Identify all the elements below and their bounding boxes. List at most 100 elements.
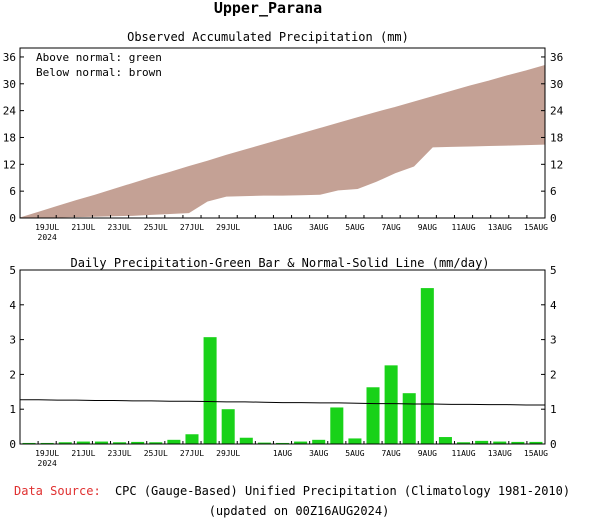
- daily-bar: [58, 442, 72, 444]
- daily-bar: [185, 434, 199, 444]
- daily-bar: [511, 441, 525, 444]
- accumulated-year-label: 2024: [38, 233, 57, 242]
- daily-ytick-label-right: 4: [550, 299, 557, 312]
- daily-xtick-label: 19JUL: [35, 449, 59, 458]
- normal-daily-line: [20, 399, 545, 406]
- daily-xtick-label: 23JUL: [108, 449, 132, 458]
- daily-ytick-label-right: 3: [550, 334, 557, 347]
- accumulated-plot-area: 0 0 6 6 12 12 18 18 24 24 30 30 36 36 19JUL 21JUL 23JUL 2…: [3, 47, 564, 242]
- daily-bar: [420, 288, 434, 444]
- accumulated-ytick-label-right: 30: [550, 78, 563, 91]
- accumulated-ytick-label-left: 30: [3, 78, 16, 91]
- daily-bar: [167, 439, 181, 444]
- accumulated-ytick-label-left: 24: [3, 105, 17, 118]
- daily-bar: [475, 440, 489, 444]
- daily-ytick-label-left: 3: [9, 334, 16, 347]
- accumulated-xtick-label: 13AUG: [488, 223, 512, 232]
- daily-bar: [438, 437, 452, 444]
- daily-xtick-label: 15AUG: [524, 449, 548, 458]
- daily-ytick-label-right: 5: [550, 264, 557, 277]
- daily-xtick-label: 9AUG: [418, 449, 437, 458]
- daily-bar: [239, 437, 253, 444]
- daily-plot-area: 0 0 1 1 2 2 3 3 4 4 5 5 19JUL 21JUL 23JUL 25JUL 27JUL 29J…: [9, 264, 557, 468]
- daily-bar: [493, 441, 507, 444]
- accumulated-ytick-label-left: 36: [3, 51, 16, 64]
- accumulated-xtick-label: 7AUG: [381, 223, 400, 232]
- accumulated-xtick-label: 15AUG: [524, 223, 548, 232]
- daily-bar: [22, 442, 36, 444]
- daily-year-label: 2024: [38, 459, 57, 468]
- daily-bar: [221, 409, 235, 444]
- daily-bar: [348, 438, 362, 444]
- accumulated-ytick-label-left: 0: [9, 212, 16, 225]
- daily-bar: [94, 441, 108, 444]
- daily-ytick-label-left: 1: [9, 403, 16, 416]
- accumulated-ytick-label-right: 36: [550, 51, 563, 64]
- accumulated-xtick-label: 21JUL: [71, 223, 95, 232]
- accumulated-xtick-label: 23JUL: [108, 223, 132, 232]
- daily-xtick-label: 27JUL: [180, 449, 204, 458]
- accumulated-xtick-label: 25JUL: [144, 223, 168, 232]
- daily-bar: [40, 442, 54, 444]
- accumulated-xtick-label: 9AUG: [418, 223, 437, 232]
- daily-xtick-label: 13AUG: [488, 449, 512, 458]
- daily-xtick-label: 3AUG: [309, 449, 328, 458]
- accumulated-xtick-label: 11AUG: [451, 223, 475, 232]
- accumulated-ytick-label-left: 12: [3, 158, 16, 171]
- accumulated-xtick-label: 29JUL: [216, 223, 240, 232]
- daily-bar: [384, 365, 398, 444]
- daily-ytick-label-left: 2: [9, 368, 16, 381]
- accumulated-ytick-label-left: 6: [9, 185, 16, 198]
- daily-ytick-label-right: 2: [550, 368, 557, 381]
- observed-line: [19, 143, 546, 219]
- daily-bar: [330, 407, 344, 444]
- daily-xtick-label: 11AUG: [451, 449, 475, 458]
- daily-ytick-label-right: 0: [550, 438, 557, 451]
- daily-chart-title: Daily Precipitation-Green Bar & Normal-S…: [70, 256, 489, 270]
- daily-ytick-label-left: 5: [9, 264, 16, 277]
- accumulated-xtick-label: 3AUG: [309, 223, 328, 232]
- daily-bar: [312, 439, 326, 444]
- accumulated-ytick-label-right: 12: [550, 158, 563, 171]
- daily-bar: [149, 442, 163, 444]
- data-source-label: Data Source:: [14, 484, 101, 498]
- accumulated-ytick-label-right: 0: [550, 212, 557, 225]
- daily-xtick-label: 29JUL: [216, 449, 240, 458]
- daily-xtick-label: 21JUL: [71, 449, 95, 458]
- normal-accumulated-line: [19, 64, 546, 219]
- daily-bar: [131, 441, 145, 444]
- accumulated-ytick-label-right: 24: [550, 105, 564, 118]
- data-source-text: CPC (Gauge-Based) Unified Precipitation …: [115, 484, 570, 498]
- daily-xtick-label: 7AUG: [381, 449, 400, 458]
- daily-frame: [19, 269, 546, 445]
- daily-bar: [366, 387, 380, 444]
- daily-bar: [529, 441, 543, 444]
- legend-below-normal: Below normal: brown: [36, 66, 162, 79]
- accumulated-xtick-label: 5AUG: [345, 223, 364, 232]
- daily-bar: [113, 442, 127, 444]
- daily-bar: [203, 337, 217, 444]
- accumulated-ytick-label-right: 18: [550, 131, 563, 144]
- accumulated-xtick-label: 1AUG: [273, 223, 292, 232]
- legend-above-normal: Above normal: green: [36, 51, 162, 64]
- daily-xtick-label: 5AUG: [345, 449, 364, 458]
- daily-ytick-label-right: 1: [550, 403, 557, 416]
- accumulated-ytick-label-left: 18: [3, 131, 16, 144]
- below-normal-area: [20, 65, 545, 219]
- accumulated-xtick-label: 27JUL: [180, 223, 204, 232]
- page-title: Upper_Parana: [214, 0, 322, 17]
- daily-bar: [275, 442, 290, 444]
- daily-bar: [457, 442, 471, 444]
- daily-bar: [257, 442, 271, 444]
- daily-bar: [294, 441, 308, 444]
- accumulated-ytick-label-right: 6: [550, 185, 557, 198]
- accumulated-frame: [19, 47, 546, 219]
- accumulated-xtick-label: 19JUL: [35, 223, 59, 232]
- daily-xtick-label: 25JUL: [144, 449, 168, 458]
- daily-xtick-label: 1AUG: [273, 449, 292, 458]
- accumulated-chart-title: Observed Accumulated Precipitation (mm): [127, 30, 409, 44]
- updated-text: (updated on 00Z16AUG2024): [209, 504, 390, 518]
- footer-source-line: Data Source: CPC (Gauge-Based) Unified P…: [14, 484, 570, 498]
- daily-ytick-label-left: 0: [9, 438, 16, 451]
